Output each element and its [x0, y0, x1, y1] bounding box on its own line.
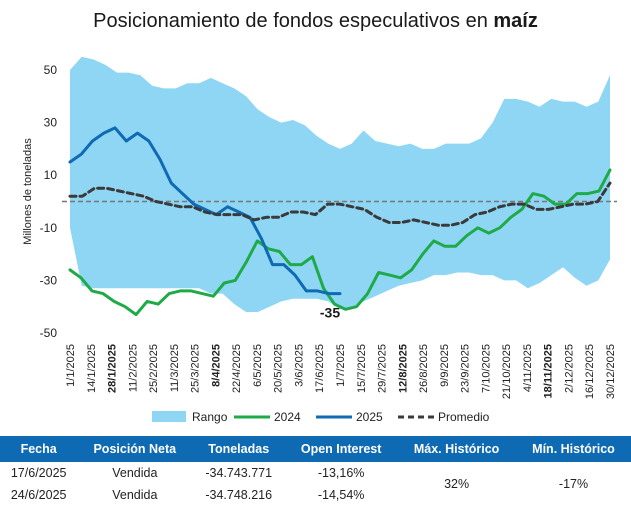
y-axis-label: Millones de toneladas — [22, 138, 34, 245]
header-toneladas: Toneladas — [192, 436, 286, 462]
series-line-2025 — [68, 126, 342, 296]
x-tick-label: 7/10/2025 — [480, 344, 492, 393]
series-line-promedio — [68, 181, 612, 227]
x-tick-label: 29/7/2025 — [377, 344, 389, 393]
chart: -35 50 30 10 -10 -30 -50 Millones de toneladas… — [22, 56, 617, 424]
cell-open-interest: -14,54% — [317, 488, 365, 502]
cell-min-historico: -17% — [558, 477, 589, 491]
x-tick-label: 22/4/2025 — [231, 344, 243, 393]
x-tick-label: 17/6/2025 — [314, 344, 326, 393]
x-tick-label: 1/1/2025 — [65, 344, 77, 387]
x-tick-label: 6/5/2025 — [252, 344, 264, 387]
legend-label: 2025 — [356, 410, 383, 424]
x-tick-label: 18/11/2025 — [543, 344, 555, 398]
cell-toneladas: -34.743.771 — [205, 466, 273, 480]
legend-label: 2024 — [274, 410, 301, 424]
x-tick-label: 25/2/2025 — [148, 344, 160, 393]
x-tick-label: 21/10/2025 — [501, 344, 513, 399]
x-tick-label: 28/1/2025 — [107, 344, 119, 393]
x-tick-label: 12/8/2025 — [397, 344, 409, 393]
chart-title: Posicionamiento de fondos especulativos … — [93, 10, 538, 32]
annotation-label: -35 — [320, 305, 340, 321]
header-open-interest: Open Interest — [285, 436, 398, 462]
cell-fecha: 17/6/2025 — [10, 466, 67, 480]
cell-max-historico: 32% — [444, 477, 470, 491]
header-fecha: Fecha — [0, 436, 78, 462]
x-tick-label: 20/5/2025 — [273, 344, 285, 393]
cell-posicion: Vendida — [112, 488, 158, 502]
table-row: 24/6/2025 Vendida -34.748.216 -14,54% — [0, 484, 631, 506]
x-tick-label: 1/7/2025 — [335, 344, 347, 387]
x-tick-label: 11/2/2025 — [127, 344, 139, 392]
cell-posicion: Vendida — [112, 466, 158, 480]
info-table: Fecha Posición Neta Toneladas Open Inter… — [0, 436, 631, 506]
x-tick-label: 9/9/2025 — [439, 344, 451, 387]
x-tick-label: 4/11/2025 — [522, 344, 534, 392]
x-tick-label: 14/1/2025 — [86, 344, 98, 393]
y-tick-label: 10 — [44, 168, 58, 182]
y-tick-label: -30 — [40, 273, 58, 287]
x-tick-label: 26/8/2025 — [418, 344, 430, 393]
series-line-2024 — [68, 168, 612, 317]
table-row: 17/6/2025 Vendida -34.743.771 -13,16% 32… — [0, 462, 631, 491]
cell-open-interest: -13,16% — [317, 466, 365, 480]
x-tick-label: 2/12/2025 — [564, 344, 576, 393]
x-tick-label: 3/6/2025 — [294, 344, 306, 387]
y-tick-label: -10 — [40, 221, 58, 235]
x-tick-label: 11/3/2025 — [169, 344, 181, 392]
y-tick-label: 50 — [44, 63, 58, 77]
x-tick-label: 30/12/2025 — [605, 344, 617, 399]
header-min-historico: Mín. Histórico — [516, 436, 631, 462]
x-tick-label: 23/9/2025 — [460, 344, 472, 393]
legend-label: Promedio — [438, 410, 490, 424]
x-tick-label: 8/4/2025 — [210, 344, 222, 387]
y-tick-label: 30 — [44, 116, 58, 130]
range-band — [70, 56, 610, 312]
x-tick-label: 16/12/2025 — [584, 344, 596, 399]
legend-label: Rango — [192, 410, 228, 424]
legend-swatch-rango — [152, 411, 186, 422]
x-tick-label: 15/7/2025 — [356, 344, 368, 393]
x-tick-label: 25/3/2025 — [190, 344, 202, 393]
header-max-historico: Máx. Histórico — [397, 436, 516, 462]
y-tick-label: -50 — [40, 326, 58, 340]
header-posicion-neta: Posición Neta — [77, 436, 193, 462]
cell-fecha: 24/6/2025 — [10, 488, 67, 502]
cell-toneladas: -34.748.216 — [205, 488, 273, 502]
